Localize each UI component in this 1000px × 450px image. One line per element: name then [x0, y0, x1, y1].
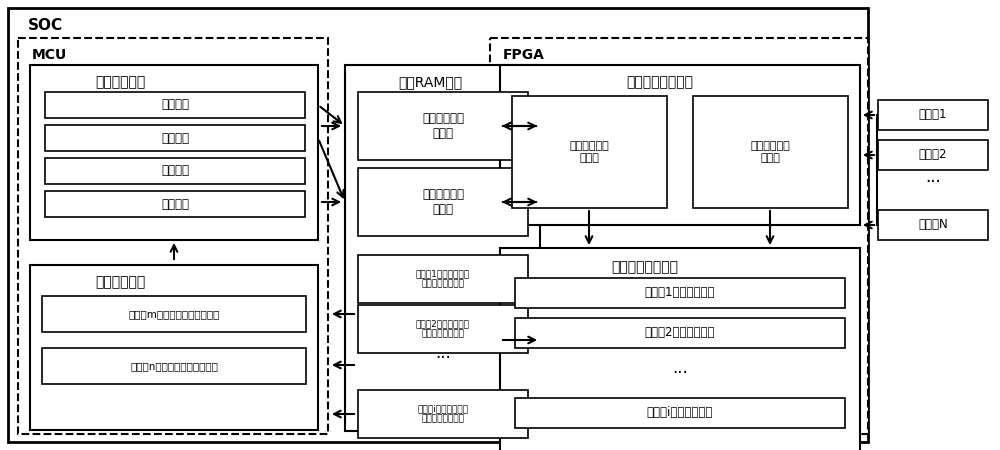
Bar	[18, 38, 328, 434]
Text: 双口RAM模块: 双口RAM模块	[398, 75, 462, 89]
Bar	[358, 255, 528, 303]
Text: 计算参数: 计算参数	[161, 131, 189, 144]
Text: ···: ···	[435, 349, 451, 367]
Bar	[358, 305, 528, 353]
Bar	[500, 248, 860, 450]
Bar	[42, 348, 306, 384]
Text: 传感器1: 传感器1	[919, 108, 947, 122]
Bar	[358, 390, 528, 438]
Bar	[878, 140, 988, 170]
Text: 传感器2速度位置检测: 传感器2速度位置检测	[645, 327, 715, 339]
Text: 传感器m安装轴位置原始値转换: 传感器m安装轴位置原始値转换	[128, 309, 220, 319]
Text: 检测结果: 检测结果	[161, 198, 189, 211]
Bar	[490, 38, 868, 434]
Text: 测速测角配置模块: 测速测角配置模块	[626, 75, 694, 89]
Text: 传感器2安装轴位置原
始値、速度原始値: 传感器2安装轴位置原 始値、速度原始値	[416, 320, 470, 339]
Bar	[345, 65, 540, 431]
Bar	[358, 168, 528, 236]
Text: SOC: SOC	[28, 18, 63, 32]
Bar	[878, 100, 988, 130]
Text: 传感器2: 传感器2	[919, 148, 947, 162]
Text: ···: ···	[925, 173, 941, 191]
Bar	[30, 65, 318, 240]
Text: 目标传感器接
口通道: 目标传感器接 口通道	[750, 141, 790, 163]
Bar	[30, 265, 318, 430]
Bar	[500, 65, 860, 225]
Bar	[512, 96, 667, 208]
Text: 传感器N: 传感器N	[918, 219, 948, 231]
Bar	[8, 8, 868, 442]
Text: 对象字典模块: 对象字典模块	[95, 75, 145, 89]
Bar	[693, 96, 848, 208]
Bar	[878, 210, 988, 240]
Text: 目标传感器类
型参数: 目标传感器类 型参数	[422, 112, 464, 140]
Bar	[515, 398, 845, 428]
Text: 目标传感器计
算参数: 目标传感器计 算参数	[422, 188, 464, 216]
Bar	[515, 318, 845, 348]
Text: 传感器i安装轴位置原
始値、速度原始値: 传感器i安装轴位置原 始値、速度原始値	[418, 404, 468, 424]
Text: 转换参数: 转换参数	[161, 165, 189, 177]
Text: 刻度转换模块: 刻度转换模块	[95, 275, 145, 289]
Bar	[358, 92, 528, 160]
Text: 传感器i速度位置检测: 传感器i速度位置检测	[647, 406, 713, 419]
Bar	[515, 278, 845, 308]
Bar	[45, 191, 305, 217]
Text: ···: ···	[672, 364, 688, 382]
Text: MCU: MCU	[32, 48, 67, 62]
Text: 速度位置检测模块: 速度位置检测模块	[612, 260, 678, 274]
Text: 类型参数: 类型参数	[161, 99, 189, 112]
Text: 传感器n安装轴速度原始値转换: 传感器n安装轴速度原始値转换	[130, 361, 218, 371]
Bar	[45, 92, 305, 118]
Bar	[45, 125, 305, 151]
Bar	[45, 158, 305, 184]
Text: 目标传感器计
算参数: 目标传感器计 算参数	[569, 141, 609, 163]
Bar	[42, 296, 306, 332]
Text: FPGA: FPGA	[503, 48, 545, 62]
Text: 传感器1速度位置检测: 传感器1速度位置检测	[645, 287, 715, 300]
Text: 传感器1安装轴位置原
始値、速度原始値: 传感器1安装轴位置原 始値、速度原始値	[416, 269, 470, 289]
